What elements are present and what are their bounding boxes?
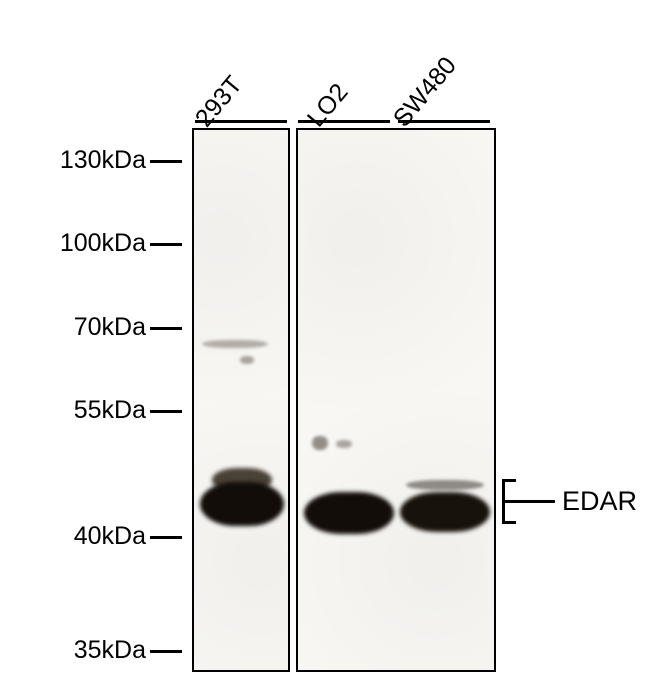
blot-band: [200, 482, 284, 526]
target-bracket: [502, 479, 566, 524]
ladder-label: 100kDa: [0, 229, 146, 258]
ladder-label: 40kDa: [0, 522, 146, 551]
lane-header-lo2: LO2: [302, 78, 355, 133]
lane-header-293t: 293T: [190, 71, 249, 133]
blot-band: [202, 340, 268, 348]
ladder-tick: [150, 160, 182, 163]
blot-band: [240, 356, 254, 364]
lane-underline: [298, 120, 390, 123]
ladder-tick: [150, 327, 182, 330]
ladder-label: 35kDa: [0, 636, 146, 665]
western-blot-figure: 130kDa 100kDa 70kDa 55kDa 40kDa 35kDa 29…: [0, 0, 650, 698]
lane-underline: [195, 120, 287, 123]
blot-band: [304, 492, 394, 534]
panel-grain: [194, 130, 288, 670]
ladder-label: 55kDa: [0, 396, 146, 425]
ladder-tick: [150, 536, 182, 539]
target-label: EDAR: [562, 486, 637, 517]
lane-underline: [398, 120, 490, 123]
blot-band: [406, 480, 484, 490]
panel-grain: [298, 130, 494, 670]
blot-panel-2: [296, 128, 496, 672]
ladder-label: 130kDa: [0, 146, 146, 175]
ladder-tick: [150, 243, 182, 246]
blot-band: [400, 492, 490, 532]
ladder-tick: [150, 410, 182, 413]
blot-panel-1: [192, 128, 290, 672]
ladder-label: 70kDa: [0, 313, 146, 342]
blot-band: [336, 440, 352, 448]
ladder-tick: [150, 650, 182, 653]
blot-band: [312, 436, 328, 450]
